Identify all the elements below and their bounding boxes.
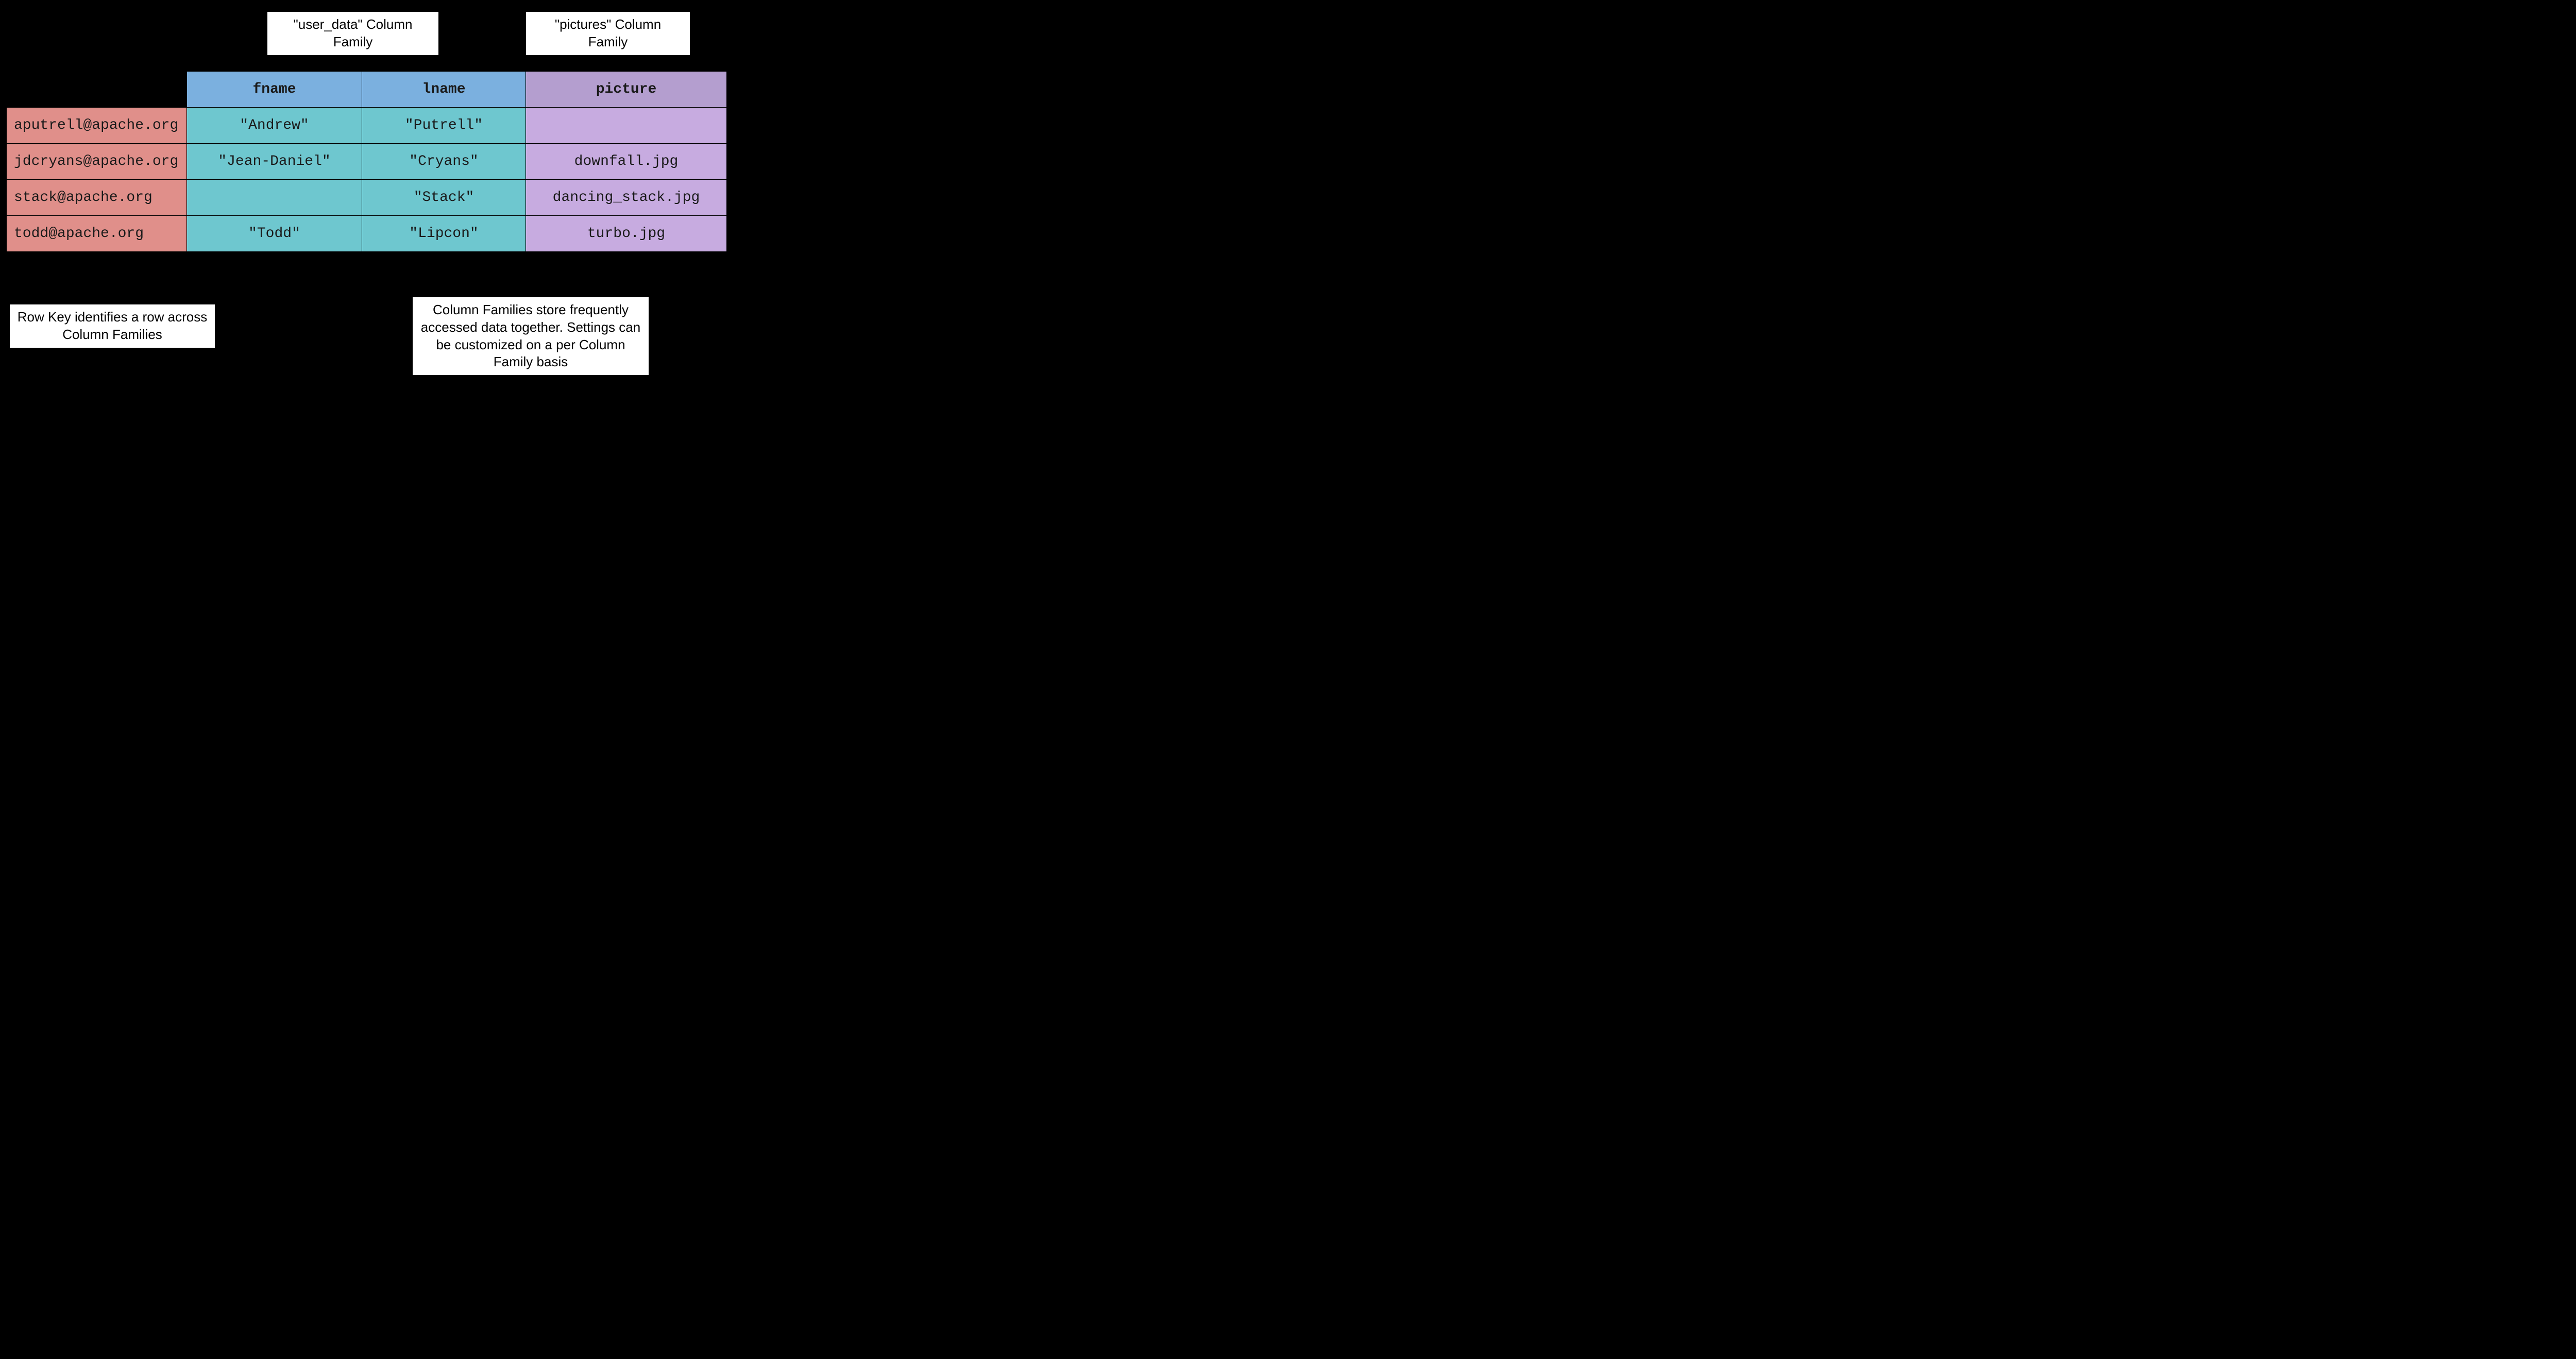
picture-cell [526,108,727,144]
lname-cell: "Stack" [362,180,526,216]
table-row: aputrell@apache.org "Andrew" "Putrell" [7,108,727,144]
table-row: stack@apache.org "Stack" dancing_stack.j… [7,180,727,216]
column-family-table: fname lname picture aputrell@apache.org … [6,71,727,252]
picture-cell: turbo.jpg [526,216,727,252]
table-row: todd@apache.org "Todd" "Lipcon" turbo.jp… [7,216,727,252]
header-lname: lname [362,72,526,108]
rowkey-cell: todd@apache.org [7,216,187,252]
rowkey-cell: jdcryans@apache.org [7,144,187,180]
table-header-row: fname lname picture [7,72,727,108]
blank-corner [7,72,187,108]
fname-cell [187,180,362,216]
pictures-cf-label: "pictures" Column Family [526,11,690,56]
header-fname: fname [187,72,362,108]
rowkey-explanation-label: Row Key identifies a row across Column F… [9,304,215,348]
fname-cell: "Andrew" [187,108,362,144]
lname-cell: "Putrell" [362,108,526,144]
picture-cell: dancing_stack.jpg [526,180,727,216]
rowkey-cell: aputrell@apache.org [7,108,187,144]
fname-cell: "Jean-Daniel" [187,144,362,180]
header-picture: picture [526,72,727,108]
data-table: fname lname picture aputrell@apache.org … [6,71,727,252]
lname-cell: "Lipcon" [362,216,526,252]
rowkey-cell: stack@apache.org [7,180,187,216]
user-data-cf-label: "user_data" Column Family [267,11,439,56]
fname-cell: "Todd" [187,216,362,252]
column-family-explanation-label: Column Families store frequently accesse… [412,297,649,376]
table-row: jdcryans@apache.org "Jean-Daniel" "Cryan… [7,144,727,180]
lname-cell: "Cryans" [362,144,526,180]
picture-cell: downfall.jpg [526,144,727,180]
